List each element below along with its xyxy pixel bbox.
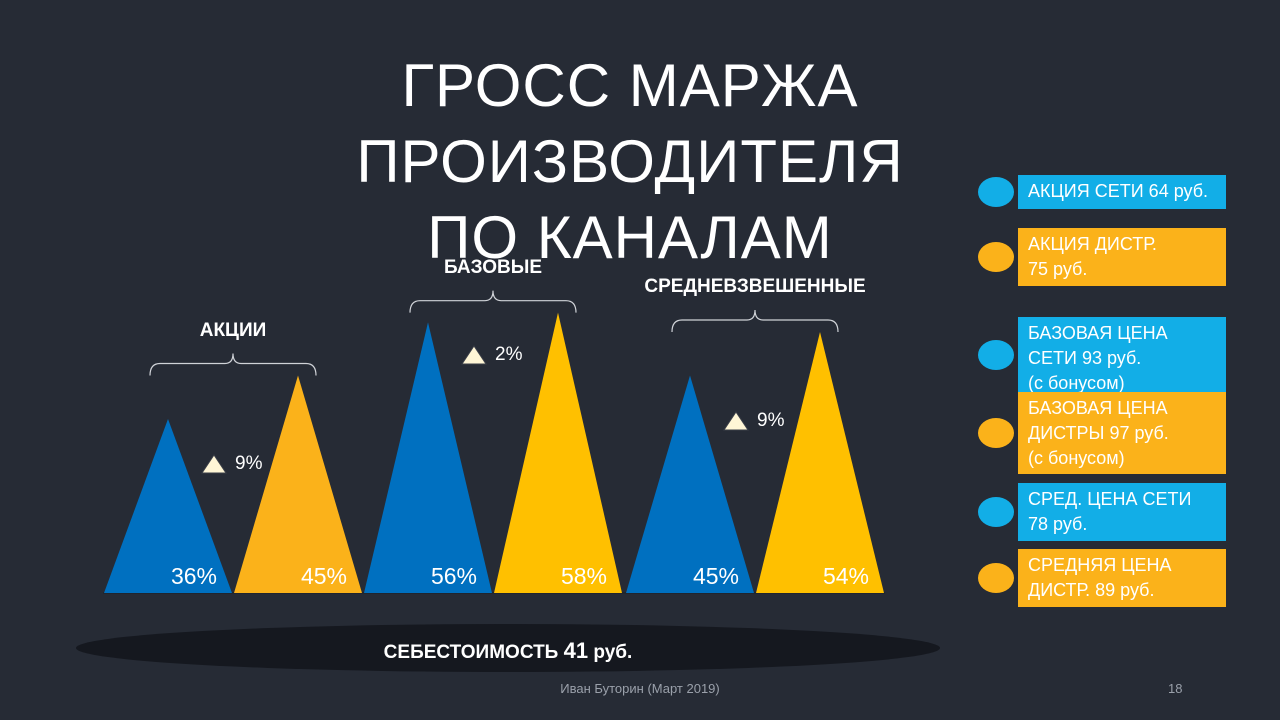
- legend-text-line: АКЦИЯ СЕТИ 64 руб.: [1028, 181, 1209, 201]
- legend-text-line: 78 руб.: [1028, 514, 1088, 534]
- cost-unit: руб.: [593, 642, 633, 663]
- legend-text-line: БАЗОВАЯ ЦЕНА: [1028, 323, 1168, 343]
- legend-text-line: АКЦИЯ ДИСТР.: [1028, 234, 1157, 254]
- legend-dot-icon: [978, 563, 1014, 593]
- legend-box: АКЦИЯ СЕТИ 64 руб.: [1018, 175, 1226, 209]
- slide-title-line-2: ПО КАНАЛАМ: [427, 204, 833, 271]
- bar-value-label: 54%: [822, 563, 870, 589]
- slide-title: ГРОСС МАРЖА ПРОИЗВОДИТЕЛЯ ПО КАНАЛАМ: [120, 48, 1140, 276]
- legend-dot-icon: [978, 497, 1014, 527]
- bar-value-label: 56%: [430, 563, 478, 589]
- legend-text-line: СЕТИ 93 руб.: [1028, 348, 1142, 368]
- up-triangle-icon: [461, 345, 487, 365]
- legend-box: СРЕД. ЦЕНА СЕТИ 78 руб.: [1018, 483, 1226, 541]
- delta-value: 9%: [235, 453, 263, 474]
- delta-value: 9%: [757, 409, 785, 431]
- cost-label: СЕБЕСТОИМОСТЬ 41 руб.: [76, 638, 940, 664]
- bar-value-label: 45%: [300, 563, 348, 589]
- cost-base-ellipse: [76, 624, 940, 672]
- group-label: СРЕДНЕВЗВЕШЕННЫЕ: [644, 276, 866, 297]
- legend-text-line: ДИСТР. 89 руб.: [1028, 580, 1155, 600]
- delta-label: 9%: [723, 410, 784, 432]
- up-triangle-icon: [201, 454, 227, 474]
- cost-value: 41: [563, 638, 589, 663]
- bar-value-label: 45%: [692, 563, 740, 589]
- legend-text-line: (с бонусом): [1028, 448, 1125, 468]
- legend-box: БАЗОВАЯ ЦЕНА СЕТИ 93 руб. (с бонусом): [1018, 317, 1226, 393]
- legend-text-line: СРЕДНЯЯ ЦЕНА: [1028, 555, 1172, 575]
- group-bracket: [409, 290, 577, 313]
- page-number: 18: [1168, 681, 1183, 696]
- delta-value: 2%: [495, 344, 523, 366]
- margin-chart: [103, 290, 885, 594]
- legend-text-line: 75 руб.: [1028, 259, 1088, 279]
- bar-2-2: [494, 312, 622, 593]
- legend-box: БАЗОВАЯ ЦЕНА ДИСТРЫ 97 руб. (с бонусом): [1018, 392, 1226, 474]
- bar-1-1: [104, 419, 232, 593]
- legend-dot-icon: [978, 418, 1014, 448]
- cost-label-text: СЕБЕСТОИМОСТЬ: [383, 642, 559, 663]
- legend-text-line: СРЕД. ЦЕНА СЕТИ: [1028, 489, 1192, 509]
- legend-dot-icon: [978, 339, 1014, 370]
- slide-title-line-1: ГРОСС МАРЖА ПРОИЗВОДИТЕЛЯ: [356, 52, 904, 195]
- footer-author: Иван Буторин (Март 2019): [560, 681, 720, 696]
- bar-1-2: [234, 375, 362, 593]
- delta-label: 9%: [201, 453, 262, 475]
- legend-text-line: (с бонусом): [1028, 373, 1125, 393]
- group-bracket: [671, 309, 839, 333]
- up-triangle-icon: [723, 410, 749, 430]
- bar-3-2: [756, 332, 884, 593]
- group-bracket: [149, 353, 317, 376]
- bar-value-label: 36%: [170, 563, 218, 589]
- legend-text-line: ДИСТРЫ 97 руб.: [1028, 423, 1169, 443]
- legend-text-line: БАЗОВАЯ ЦЕНА: [1028, 398, 1168, 418]
- legend-box: СРЕДНЯЯ ЦЕНА ДИСТР. 89 руб.: [1018, 549, 1226, 607]
- group-label: АКЦИИ: [199, 319, 267, 341]
- group-label: БАЗОВЫЕ: [443, 256, 543, 278]
- legend-dot-icon: [978, 177, 1014, 207]
- bar-2-1: [364, 322, 492, 593]
- delta-label: 2%: [461, 344, 522, 366]
- bar-3-1: [626, 375, 754, 593]
- legend-box: АКЦИЯ ДИСТР. 75 руб.: [1018, 228, 1226, 286]
- bar-value-label: 58%: [560, 563, 608, 589]
- legend-dot-icon: [978, 242, 1014, 272]
